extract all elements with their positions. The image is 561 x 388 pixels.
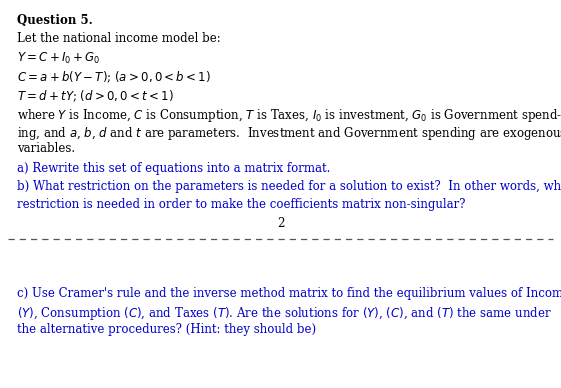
Text: $T = d + tY$; $(d > 0, 0 < t < 1)$: $T = d + tY$; $(d > 0, 0 < t < 1)$ [17,88,174,104]
Text: restriction is needed in order to make the coefficients matrix non-singular?: restriction is needed in order to make t… [17,198,465,211]
Text: Let the national income model be:: Let the national income model be: [17,32,220,45]
Text: a) Rewrite this set of equations into a matrix format.: a) Rewrite this set of equations into a … [17,162,330,175]
Text: where $Y$ is Income, $C$ is Consumption, $T$ is Taxes, $I_0$ is investment, $G_0: where $Y$ is Income, $C$ is Consumption,… [17,107,561,124]
Text: the alternative procedures? (Hint: they should be): the alternative procedures? (Hint: they … [17,323,316,336]
Text: $(Y)$, Consumption $(C)$, and Taxes $(T)$. Are the solutions for $(Y)$, $(C)$, a: $(Y)$, Consumption $(C)$, and Taxes $(T)… [17,305,551,322]
Text: variables.: variables. [17,142,75,156]
Text: 2: 2 [277,217,284,230]
Text: b) What restriction on the parameters is needed for a solution to exist?  In oth: b) What restriction on the parameters is… [17,180,561,194]
Text: Question 5.: Question 5. [17,14,93,27]
Text: c) Use Cramer's rule and the inverse method matrix to find the equilibrium value: c) Use Cramer's rule and the inverse met… [17,287,561,300]
Text: ing, and $a$, $b$, $d$ and $t$ are parameters.  Investment and Government spendi: ing, and $a$, $b$, $d$ and $t$ are param… [17,125,561,142]
Text: $Y = C + I_0 + G_0$: $Y = C + I_0 + G_0$ [17,51,100,66]
Text: $C = a + b(Y - T)$; $(a > 0, 0 < b < 1)$: $C = a + b(Y - T)$; $(a > 0, 0 < b < 1)$ [17,69,211,85]
